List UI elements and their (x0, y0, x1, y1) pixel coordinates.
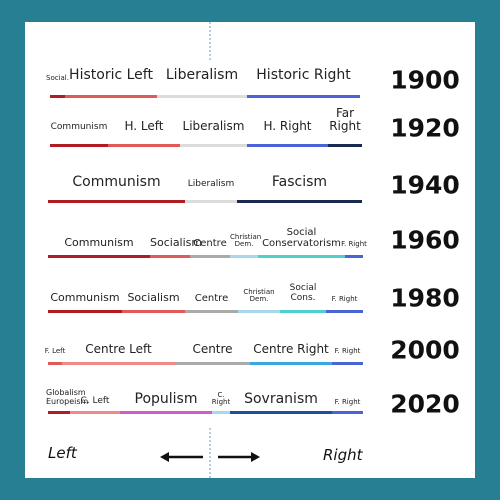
segment-bar (180, 144, 247, 147)
segment-bar (332, 411, 363, 414)
segment-bar (108, 144, 180, 147)
segment-bar (48, 200, 185, 203)
year: 2000 (390, 335, 460, 365)
segment-label: H. Left (124, 118, 164, 133)
segment-bar (326, 310, 363, 313)
segment-bar (230, 255, 258, 258)
segment-label: H. Right (263, 118, 312, 133)
year: 1980 (390, 283, 460, 313)
segment-label: Socialism (127, 290, 180, 304)
segment-bar (185, 310, 238, 313)
segment-label: Communism (72, 173, 161, 190)
segment-label: Centre (194, 293, 229, 304)
segment-label: Liberalism (165, 66, 239, 83)
segment-bar (48, 310, 122, 313)
left-label: Left (48, 444, 77, 462)
segment-label: Christian Dem. (230, 232, 262, 249)
segment-bar (190, 255, 230, 258)
segment-label: Social Cons. (289, 283, 317, 304)
segment-label: F. Right (334, 347, 361, 356)
segment-label: Globalism Europeism (46, 388, 89, 407)
segment-bar (70, 411, 120, 414)
right-arrow-head (251, 452, 260, 462)
segment-label: C. Right (211, 390, 231, 407)
segment-label: Centre Right (253, 341, 329, 356)
year: 1940 (390, 170, 460, 200)
segment-label: F. Left (44, 347, 66, 356)
segment-bar (345, 255, 363, 258)
segment-bar (48, 411, 70, 414)
segment-bar (122, 310, 185, 313)
segment-label: Socialism (150, 235, 203, 249)
segment-label: Historic Left (69, 66, 153, 83)
segment-bar (237, 200, 362, 203)
panel (25, 22, 475, 478)
segment-label: F. Right (334, 398, 361, 407)
segment-label: C. Left (80, 396, 110, 407)
segment-label: Communism (64, 235, 134, 249)
segment-bar (157, 95, 247, 98)
segment-label: Social Conservatorism (262, 227, 341, 249)
segment-label: Communism (50, 290, 120, 304)
segment-label: Centre (193, 238, 227, 249)
segment-bar (185, 200, 237, 203)
segment-bar (62, 362, 175, 365)
segment-bar (280, 310, 326, 313)
year: 1900 (390, 65, 460, 95)
segment-label: Historic Right (256, 66, 351, 83)
segment-bar (48, 255, 150, 258)
segment-bar (150, 255, 190, 258)
left-arrow-head (160, 452, 169, 462)
segment-bar (230, 411, 332, 414)
year: 2020 (390, 389, 460, 419)
segment-label: Centre (192, 341, 233, 356)
segment-bar (328, 144, 362, 147)
segment-bar (65, 95, 157, 98)
segment-label: F. Right (341, 240, 367, 249)
segment-bar (50, 144, 108, 147)
segment-label: Fascism (271, 173, 328, 190)
segment-bar (247, 144, 328, 147)
segment-label: Populism (134, 390, 198, 407)
segment-bar (175, 362, 250, 365)
year: 1920 (390, 113, 460, 143)
segment-bar (48, 362, 62, 365)
segment-bar (258, 255, 345, 258)
segment-label: Sovranism (244, 390, 318, 407)
segment-bar (212, 411, 230, 414)
year: 1960 (390, 225, 460, 255)
segment-bar (238, 310, 280, 313)
right-label: Right (323, 446, 363, 464)
segment-label: Liberalism (187, 179, 235, 190)
segment-bar (50, 95, 65, 98)
segment-label: Liberalism (182, 118, 245, 133)
segment-label: Social. (46, 74, 69, 83)
segment-label: Centre Left (85, 341, 152, 356)
segment-bar (120, 411, 212, 414)
segment-label: Far Right (329, 105, 361, 133)
segment-bar (332, 362, 363, 365)
segment-bar (247, 95, 360, 98)
segment-label: Christian Dem. (243, 287, 275, 304)
segment-label: F. Right (331, 295, 358, 304)
segment-bar (250, 362, 332, 365)
segment-label: Communism (50, 122, 108, 133)
